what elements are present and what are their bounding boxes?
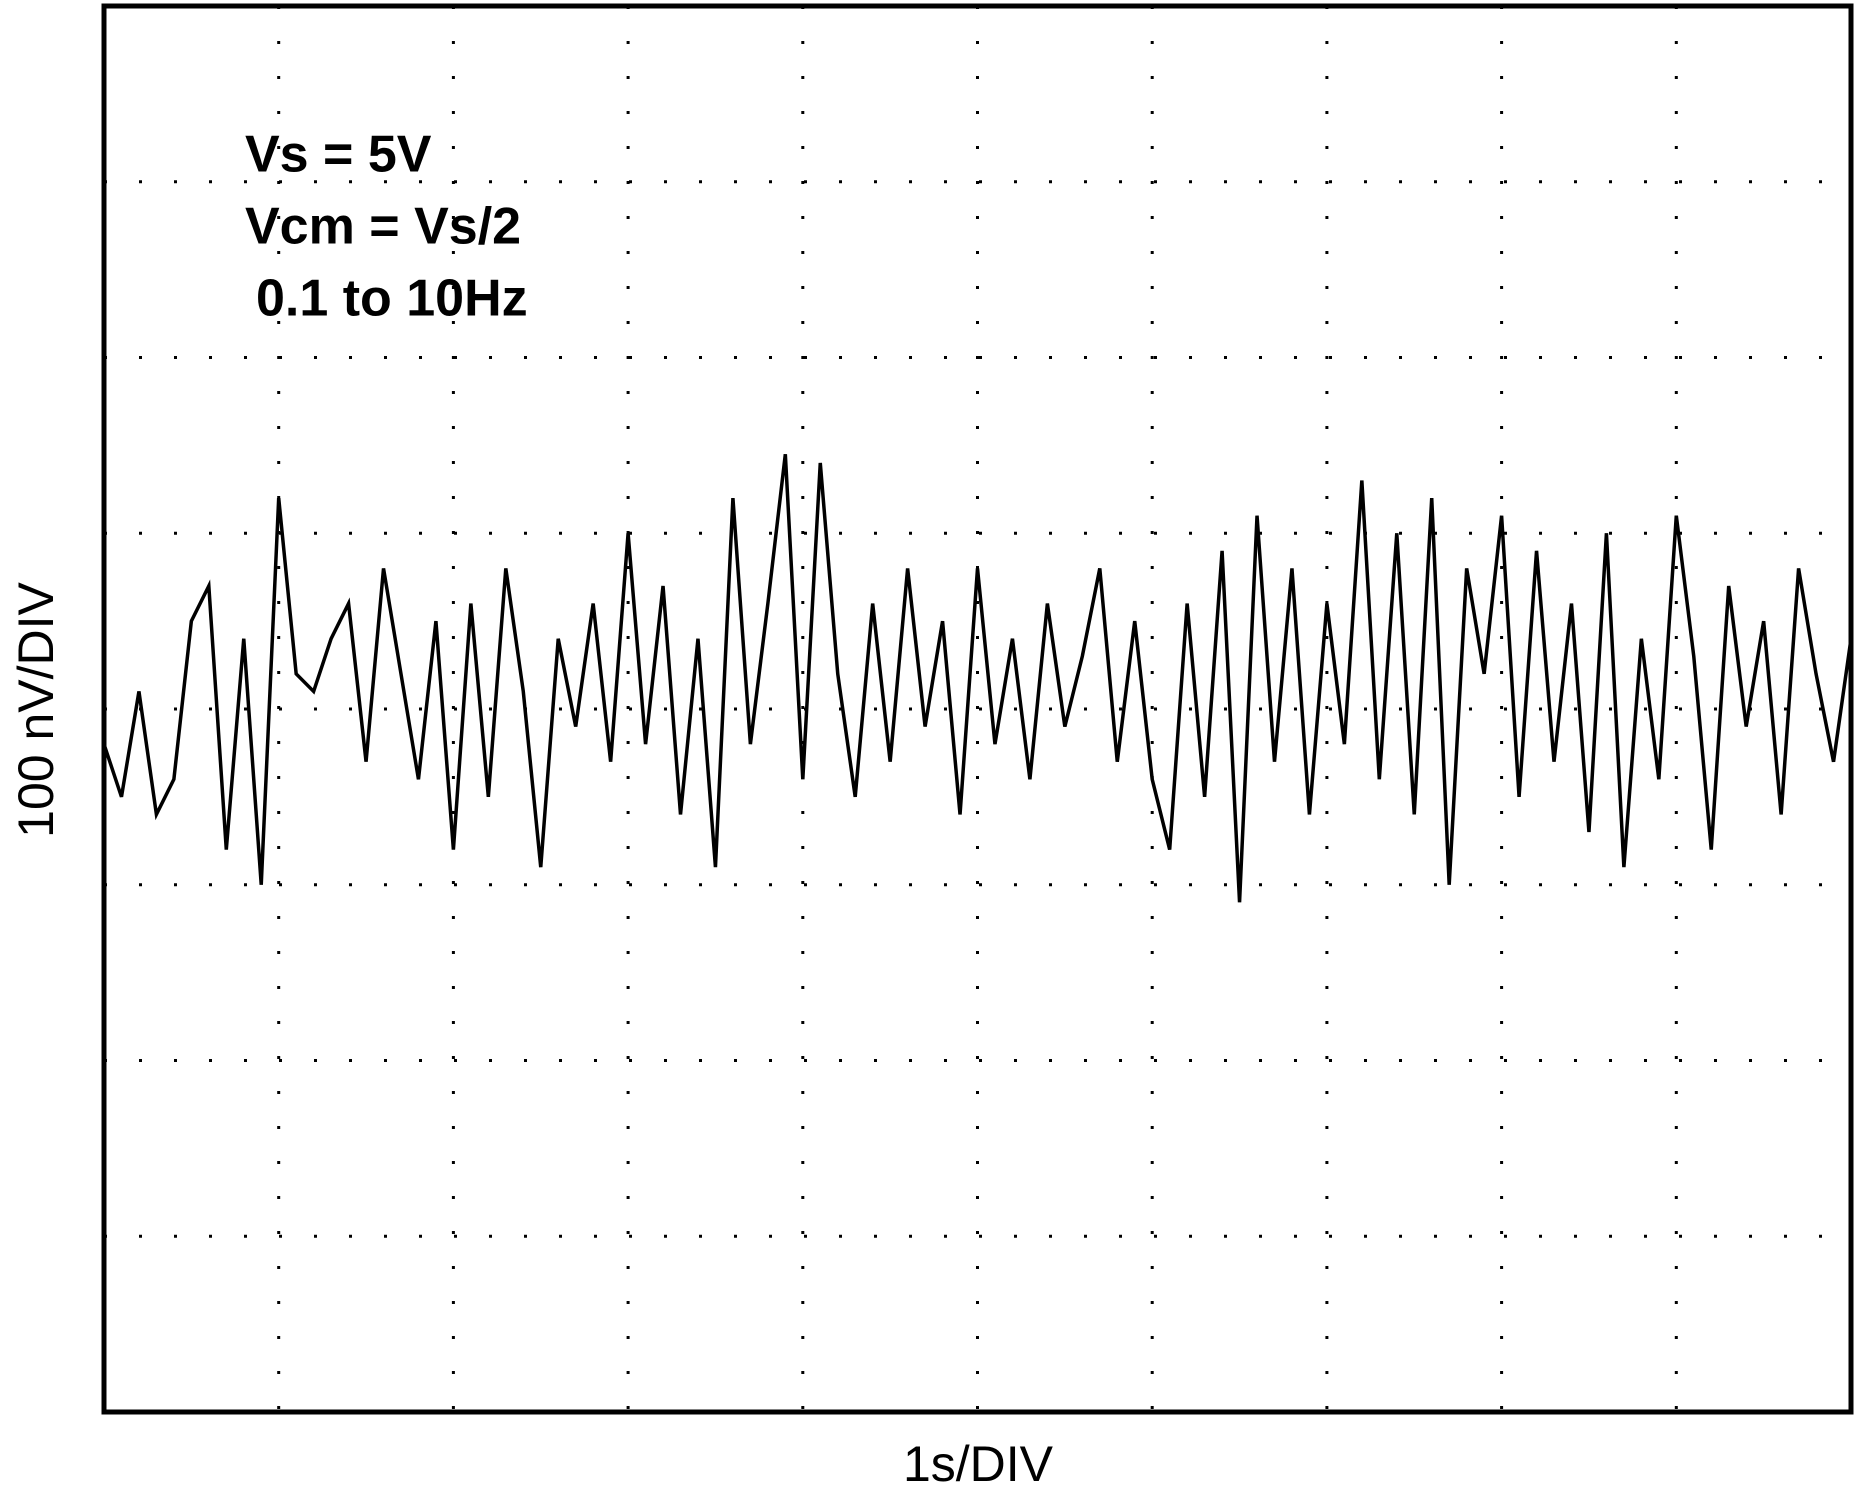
annotation: 0.1 to 10Hz: [256, 270, 528, 328]
trace: [102, 453, 1853, 903]
x-axis-label: 1s/DIV: [903, 1436, 1054, 1492]
plot-frame: [101, 3, 1854, 1415]
y-axis-label: 100 nV/DIV: [8, 581, 64, 837]
annotation: Vcm = Vs/2: [245, 198, 521, 256]
annotation: Vs = 5V: [245, 126, 432, 184]
